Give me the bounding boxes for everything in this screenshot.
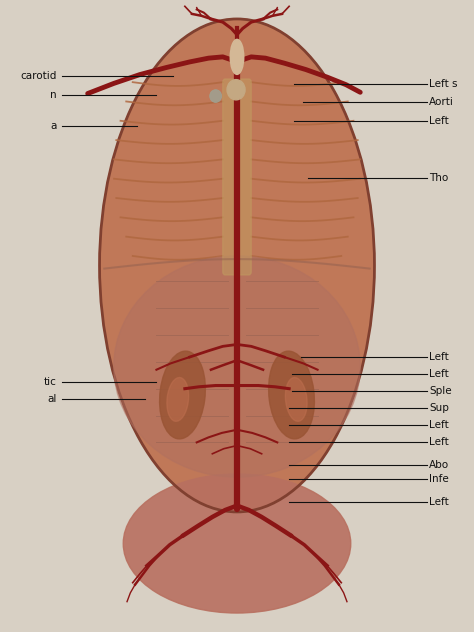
Text: Tho: Tho [429, 173, 448, 183]
Ellipse shape [227, 80, 245, 100]
Text: Left: Left [429, 437, 449, 447]
Text: Left: Left [429, 420, 449, 430]
Ellipse shape [230, 39, 244, 75]
Text: a: a [51, 121, 57, 131]
Text: al: al [47, 394, 57, 404]
Text: Infe: Infe [429, 474, 449, 484]
Text: Sup: Sup [429, 403, 449, 413]
Ellipse shape [210, 90, 222, 102]
Text: Aorti: Aorti [429, 97, 454, 107]
FancyBboxPatch shape [223, 79, 251, 275]
Ellipse shape [123, 474, 351, 613]
Text: carotid: carotid [20, 71, 57, 81]
Text: Left s: Left s [429, 79, 457, 89]
Text: Left: Left [429, 116, 449, 126]
Ellipse shape [285, 377, 307, 422]
Ellipse shape [269, 351, 314, 439]
Ellipse shape [160, 351, 205, 439]
Text: Left: Left [429, 497, 449, 507]
Text: n: n [50, 90, 57, 100]
Ellipse shape [167, 377, 189, 422]
Text: Left: Left [429, 352, 449, 362]
Text: Abo: Abo [429, 459, 449, 470]
Ellipse shape [114, 256, 360, 477]
Text: tic: tic [44, 377, 57, 387]
Text: Sple: Sple [429, 386, 452, 396]
Ellipse shape [100, 19, 374, 512]
Text: Left: Left [429, 369, 449, 379]
